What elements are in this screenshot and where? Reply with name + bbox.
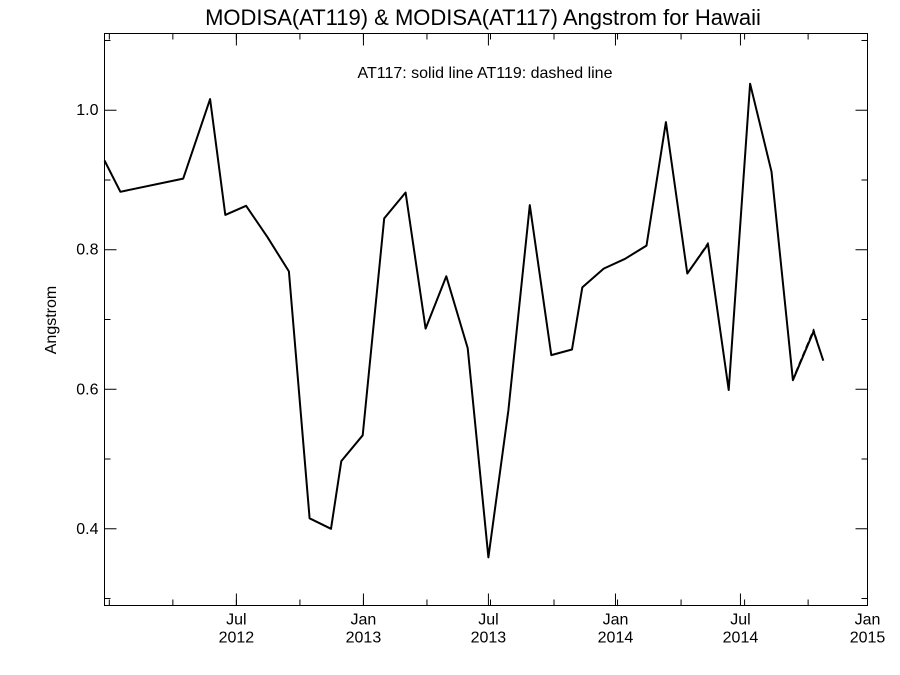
x-tick-year-label: 2013 bbox=[346, 630, 382, 647]
y-tick-label: 1.0 bbox=[76, 102, 98, 119]
y-axis-label: Angstrom bbox=[43, 286, 60, 354]
series-line-at117 bbox=[103, 82, 825, 559]
y-tick-label: 0.4 bbox=[76, 521, 98, 538]
series-annotation: AT117: solid line AT119: dashed line bbox=[358, 65, 613, 82]
axis-tick-labels: 0.40.60.81.0Jul2012Jan2013Jul2013Jan2014… bbox=[76, 102, 885, 646]
series-lines bbox=[103, 82, 825, 559]
chart-title: MODISA(AT119) & MODISA(AT117) Angstrom f… bbox=[205, 5, 761, 30]
series-line-at119 bbox=[103, 83, 824, 559]
x-tick-year-label: 2015 bbox=[850, 630, 886, 647]
x-tick-month-label: Jul bbox=[226, 612, 246, 629]
x-tick-month-label: Jan bbox=[603, 612, 629, 629]
y-tick-label: 0.8 bbox=[76, 242, 98, 259]
x-tick-month-label: Jan bbox=[855, 612, 881, 629]
x-tick-month-label: Jul bbox=[478, 612, 498, 629]
axis-ticks bbox=[104, 33, 868, 606]
x-tick-month-label: Jan bbox=[351, 612, 377, 629]
x-tick-year-label: 2014 bbox=[723, 630, 759, 647]
x-tick-year-label: 2012 bbox=[219, 630, 255, 647]
x-tick-month-label: Jul bbox=[730, 612, 750, 629]
plot-frame bbox=[104, 33, 868, 606]
x-tick-year-label: 2014 bbox=[598, 630, 634, 647]
y-tick-label: 0.6 bbox=[76, 381, 98, 398]
x-tick-year-label: 2013 bbox=[471, 630, 507, 647]
